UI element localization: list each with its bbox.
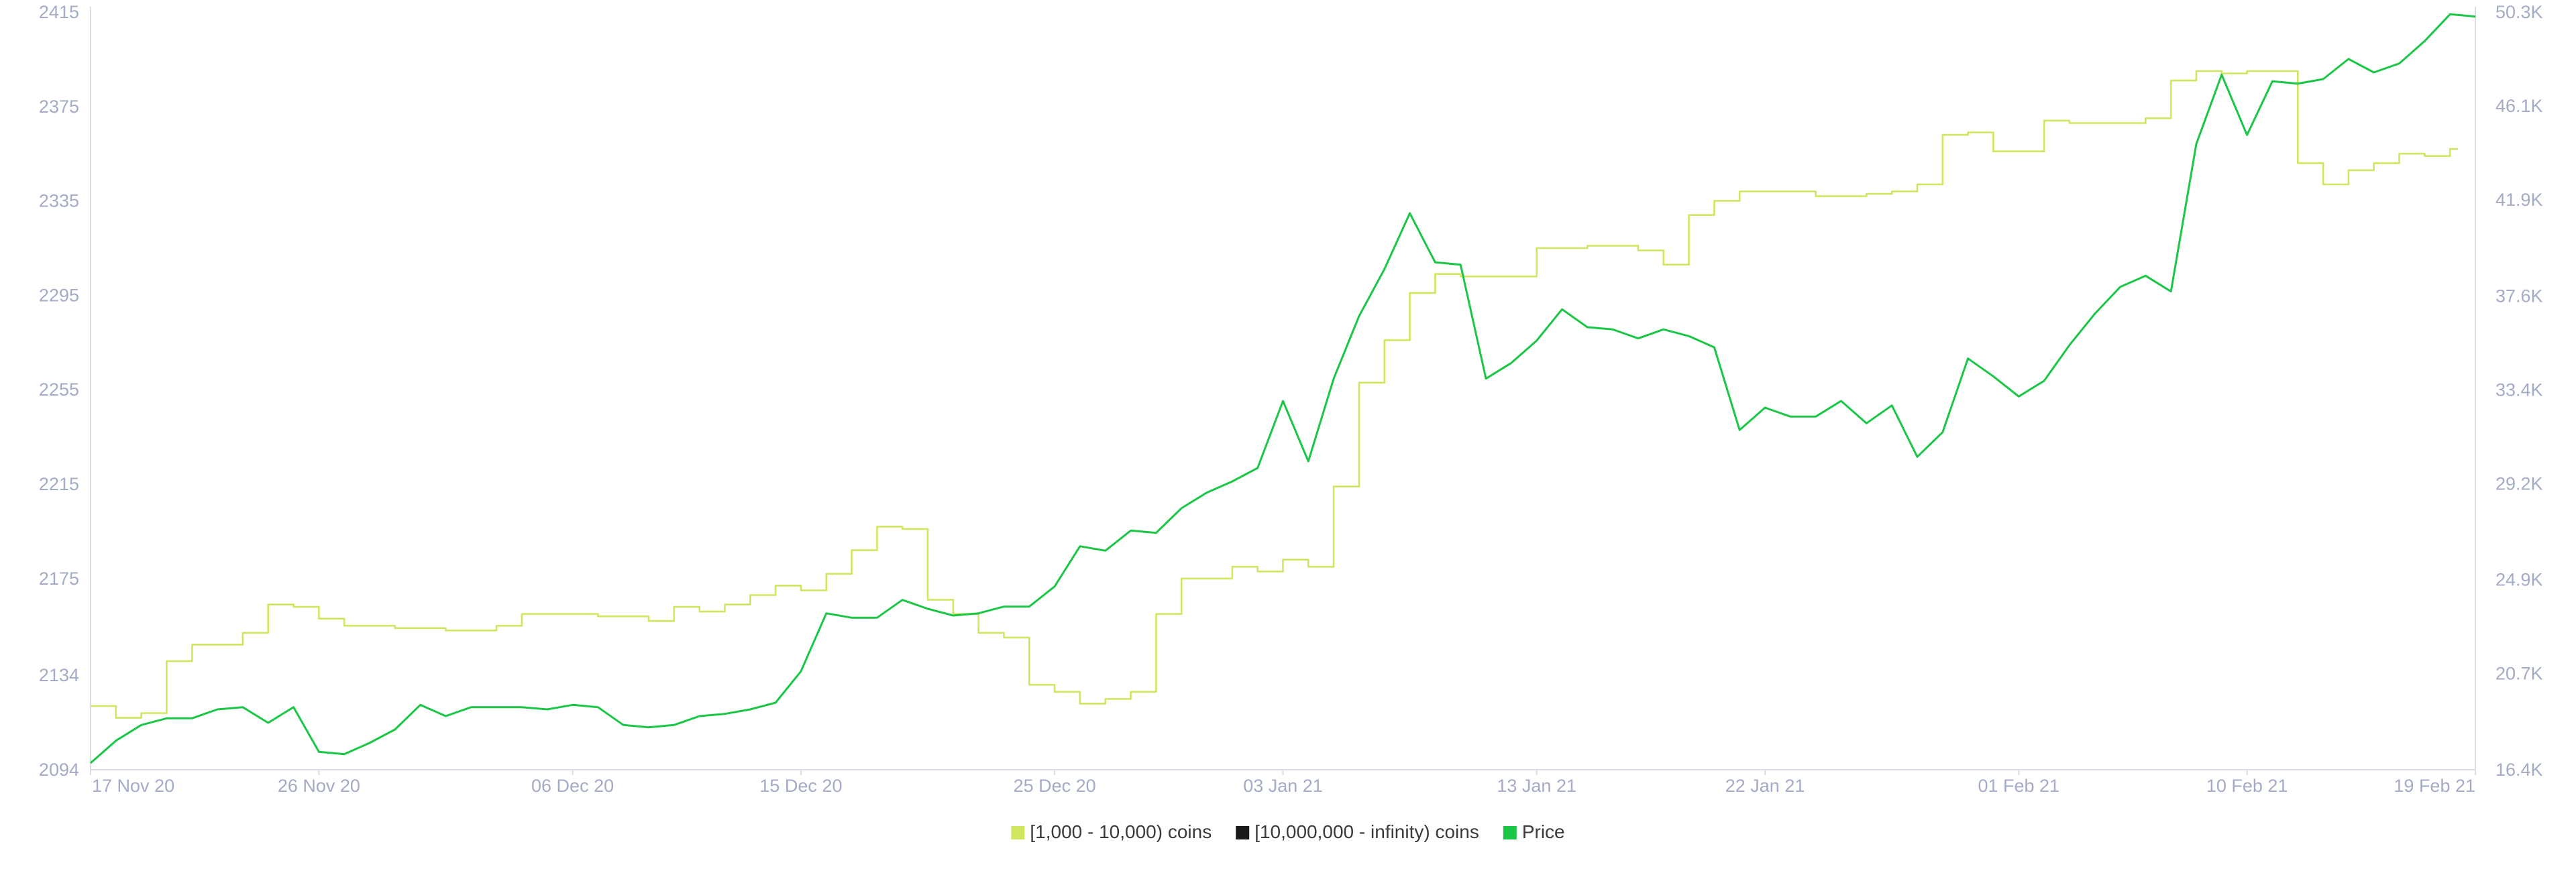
right-tick-label: 46.1K [2496,96,2543,116]
legend-label: Price [1522,821,1565,842]
x-tick-label: 25 Dec 20 [1014,776,1096,796]
x-tick-label: 19 Feb 21 [2394,776,2475,796]
left-tick-label: 2295 [39,285,79,305]
series-lines [90,13,2476,764]
left-tick-label: 2375 [39,97,79,117]
series-line-1-000-10-000-coins [91,70,2459,719]
legend-item[interactable]: Price [1503,821,1565,842]
right-tick-label: 20.7K [2496,664,2543,684]
left-tick-label: 2215 [39,474,79,494]
left-tick-label: 2255 [39,380,79,400]
right-tick-label: 37.6K [2496,286,2543,306]
left-tick-label: 2175 [39,569,79,589]
legend-swatch [1503,826,1517,839]
legend[interactable]: [1,000 - 10,000) coins [10,000,000 - infi… [1011,821,1565,842]
right-tick-label: 33.4K [2496,380,2543,400]
x-tick-label: 06 Dec 20 [531,776,614,796]
series-line-price [90,13,2476,764]
x-tick-label: 13 Jan 21 [1497,776,1576,796]
x-tick-label: 15 Dec 20 [759,776,842,796]
right-tick-label: 50.3K [2496,2,2543,22]
axes [90,7,2476,775]
left-tick-label: 2094 [39,760,79,780]
x-tick-label: 17 Nov 20 [92,776,174,796]
tick-labels: 2094 2134 2175 2215 2255 2295 2335 2375 2415 16.4… [39,2,2543,796]
x-tick-label: 01 Feb 21 [1978,776,2059,796]
x-tick-label: 22 Jan 21 [1725,776,1805,796]
legend-item[interactable]: [10,000,000 - infinity) coins [1236,821,1479,842]
legend-swatch [1236,826,1250,839]
legend-label: [10,000,000 - infinity) coins [1254,821,1479,842]
left-tick-label: 2415 [39,2,79,22]
right-tick-label: 29.2K [2496,473,2543,493]
right-tick-label: 16.4K [2496,760,2543,780]
x-tick-label: 03 Jan 21 [1243,776,1323,796]
legend-swatch [1011,826,1025,839]
right-tick-label: 24.9K [2496,570,2543,590]
x-tick-label: 26 Nov 20 [278,776,360,796]
left-tick-label: 2134 [39,665,79,685]
left-tick-label: 2335 [39,191,79,211]
legend-item[interactable]: [1,000 - 10,000) coins [1011,821,1212,842]
right-tick-label: 41.9K [2496,190,2543,210]
x-tick-label: 10 Feb 21 [2206,776,2288,796]
legend-label: [1,000 - 10,000) coins [1030,821,1212,842]
